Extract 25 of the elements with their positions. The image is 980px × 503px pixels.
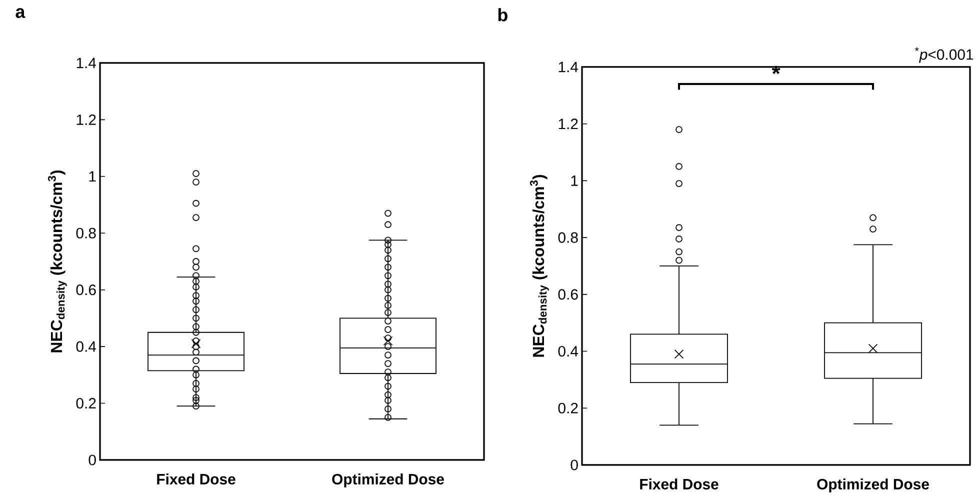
chart-title: b <box>498 8 508 22</box>
y-tick-label: 1 <box>571 176 578 186</box>
y-axis-title: NEC$_{density}$ (kcounts/cm$^{3}$) <box>48 170 67 352</box>
chart-title: a <box>16 8 26 18</box>
x-tick-label: Optimized Dose <box>332 474 444 488</box>
y-tick-label: 1.4 <box>558 62 578 72</box>
text: $^{*}$p<0.001 <box>914 47 974 63</box>
y-tick-label: 1.2 <box>558 118 578 130</box>
x-tick-label: Fixed Dose <box>640 478 718 490</box>
y-tick-label: 0.6 <box>558 289 578 300</box>
x-tick-label: Optimized Dose <box>817 478 929 492</box>
y-tick-label: 0 <box>570 460 578 470</box>
y-tick-label: 0.4 <box>76 341 96 352</box>
y-tick-label: 1 <box>89 171 96 182</box>
y-tick-label: 0.8 <box>558 232 578 243</box>
y-tick-label: 0 <box>88 454 96 466</box>
y-tick-label: 0.8 <box>76 228 96 238</box>
y-tick-label: 0.6 <box>76 284 96 296</box>
x-tick-label: Fixed Dose <box>157 474 236 484</box>
y-axis-title: NEC$_{density}$ (kcounts/cm$^{3}$) <box>530 175 549 357</box>
y-tick-label: 1.4 <box>76 58 96 68</box>
y-tick-label: 0.2 <box>558 402 578 414</box>
y-tick-label: 0.2 <box>76 398 96 409</box>
y-tick-label: 0.4 <box>558 346 578 357</box>
y-tick-label: 1.2 <box>76 114 96 125</box>
